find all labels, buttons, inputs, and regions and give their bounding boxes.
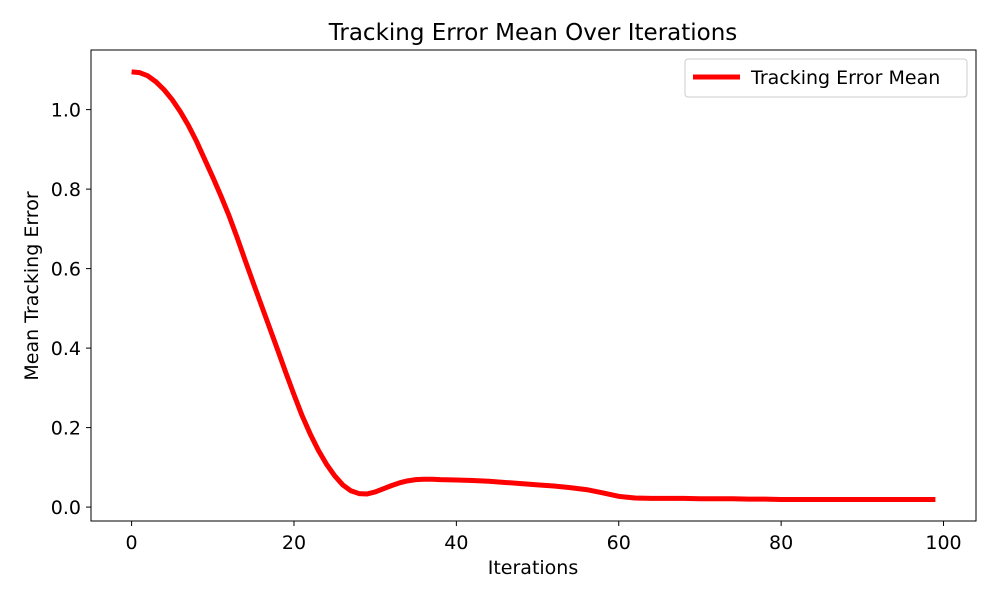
- chart-title: Tracking Error Mean Over Iterations: [328, 20, 738, 46]
- x-tick-label: 80: [769, 532, 793, 554]
- x-tick-label: 40: [444, 532, 468, 554]
- series-layer: [131, 69, 936, 503]
- legend-box: [684, 58, 968, 98]
- plot-area-frame: [90, 49, 977, 522]
- x-tick-label: 60: [607, 532, 631, 554]
- legend: Tracking Error Mean: [684, 58, 968, 98]
- y-tick-label: 0.2: [51, 418, 81, 440]
- legend-label: Tracking Error Mean: [750, 67, 940, 89]
- y-axis: 0.0 0.2 0.4 0.6 0.8 1.0: [51, 100, 91, 519]
- y-tick-label: 0.6: [51, 259, 81, 281]
- x-axis-label: Iterations: [488, 557, 579, 579]
- y-tick-label: 0.4: [51, 338, 81, 360]
- x-tick-label: 100: [925, 532, 961, 554]
- x-tick-label: 0: [126, 532, 138, 554]
- y-tick-label: 1.0: [51, 100, 81, 122]
- y-tick-label: 0.8: [51, 179, 81, 201]
- y-tick-label: 0.0: [51, 497, 81, 519]
- series-line: [131, 69, 936, 503]
- y-axis-label: Mean Tracking Error: [21, 191, 43, 380]
- x-axis: 0 20 40 60 80 100: [126, 521, 962, 554]
- x-tick-label: 20: [282, 532, 306, 554]
